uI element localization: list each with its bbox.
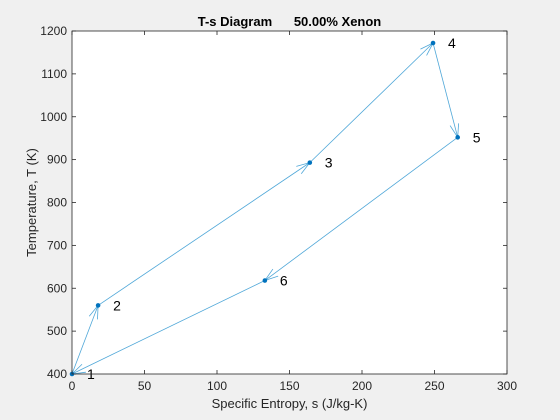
y-tick-label: 600 (47, 281, 67, 295)
state-point-label-6: 6 (280, 273, 288, 289)
y-tick-label: 700 (47, 238, 67, 252)
state-point-label-4: 4 (448, 35, 456, 51)
state-point-4 (430, 40, 436, 46)
state-point-2 (95, 303, 101, 308)
state-point-label-3: 3 (325, 155, 333, 171)
y-tick-label: 900 (47, 153, 67, 167)
arrowhead-4-5 (449, 123, 459, 138)
ticks: 0 50 100 150 200 250 300 400 500 600 700 800 900 1000… (40, 24, 517, 393)
chart-title: T-s Diagram 50.00% Xenon (198, 14, 382, 29)
arrowhead-2-3 (296, 162, 311, 174)
x-axis-label: Specific Entropy, s (J/kg-K) (212, 396, 368, 411)
y-tick-label: 1000 (40, 110, 67, 124)
y-tick-label: 400 (47, 367, 67, 381)
x-tick-label: 150 (279, 379, 299, 393)
y-tick-label: 1100 (41, 67, 67, 81)
cycle-segment-2-3 (97, 162, 311, 306)
state-point-3 (307, 160, 313, 165)
axes-box (71, 30, 508, 375)
cycle-segment-3-4 (309, 42, 434, 163)
arrowhead-1-2 (88, 305, 99, 320)
state-point-6 (262, 278, 268, 283)
state-point-5 (455, 135, 461, 140)
x-tick-label: 200 (352, 379, 372, 393)
state-point-label-2: 2 (113, 297, 121, 313)
plot-area (72, 31, 507, 374)
cycle-segment-5-6 (264, 137, 458, 281)
cycle-segment-4-5 (432, 42, 459, 138)
y-tick-label: 1200 (40, 24, 67, 38)
x-tick-label: 0 (69, 379, 76, 393)
y-tick-label: 800 (47, 196, 67, 210)
state-point-label-5: 5 (473, 129, 481, 145)
x-tick-label: 250 (424, 379, 444, 393)
cycle-segment-6-1 (71, 280, 266, 375)
x-tick-label: 100 (207, 379, 227, 393)
arrowhead-5-6 (264, 268, 279, 281)
arrowhead-3-4 (420, 42, 434, 56)
x-tick-label: 300 (497, 379, 517, 393)
y-axis-label: Temperature, T (K) (24, 148, 39, 257)
x-tick-label: 50 (138, 379, 152, 393)
y-tick-label: 500 (47, 324, 67, 338)
cycle-segment-1-2 (71, 305, 99, 375)
